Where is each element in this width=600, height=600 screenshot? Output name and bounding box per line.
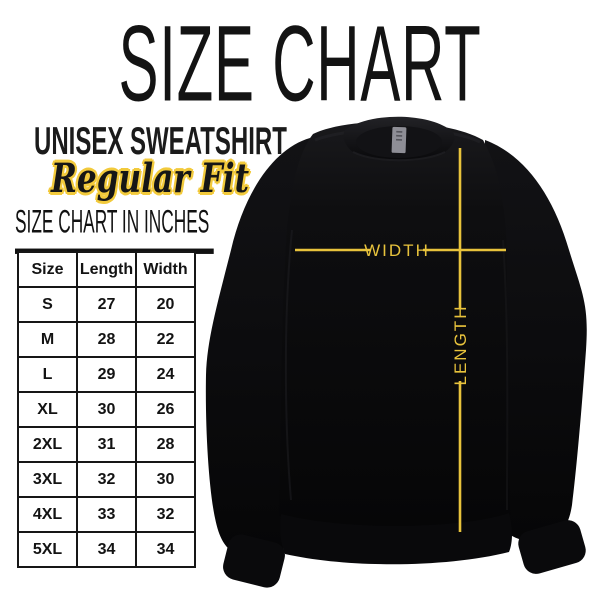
length-cell: 27 — [76, 286, 137, 323]
size-cell: M — [17, 321, 78, 358]
size-row: 4XL 33 32 — [17, 496, 196, 533]
width-label: WIDTH — [364, 241, 430, 260]
size-table: Size Length Width S 27 20 M 28 22 L 29 24 XL 30 26 2XL… — [17, 251, 196, 568]
sweatshirt-body — [279, 121, 511, 528]
length-cell: 30 — [76, 391, 137, 428]
width-cell: 20 — [135, 286, 196, 323]
width-cell: 22 — [135, 321, 196, 358]
collar-seam — [352, 151, 446, 162]
width-cell: 26 — [135, 391, 196, 428]
sweatshirt-left-cuff — [223, 534, 285, 588]
size-row: 3XL 32 30 — [17, 461, 196, 498]
size-cell: L — [17, 356, 78, 393]
size-cell: 5XL — [17, 531, 78, 568]
size-row: L 29 24 — [17, 356, 196, 393]
length-cell: 31 — [76, 426, 137, 463]
collar-brand-tag — [391, 126, 407, 154]
size-cell: 2XL — [17, 426, 78, 463]
sweatshirt-right-cuff — [518, 520, 586, 574]
column-header: Size — [17, 251, 78, 288]
length-cell: 33 — [76, 496, 137, 533]
size-row: 5XL 34 34 — [17, 531, 196, 568]
size-row: XL 30 26 — [17, 391, 196, 428]
sweatshirt-photo: WIDTH LENGTH — [205, 116, 587, 588]
product-fit-label: Regular Fit — [50, 155, 250, 202]
header-row: Size Length Width — [17, 251, 196, 288]
measurement-lines — [295, 148, 506, 532]
column-header: Width — [135, 251, 196, 288]
section-heading-wrap: SIZE CHART IN INCHES — [15, 204, 291, 254]
length-cell: 34 — [76, 531, 137, 568]
size-cell: 4XL — [17, 496, 78, 533]
length-label: LENGTH — [451, 305, 470, 386]
sweatshirt-right-sleeve — [485, 140, 587, 541]
size-cell: S — [17, 286, 78, 323]
sweatshirt-waistband — [280, 513, 512, 565]
fold-highlight — [502, 239, 509, 511]
width-cell: 24 — [135, 356, 196, 393]
length-cell: 29 — [76, 356, 137, 393]
size-row: M 28 22 — [17, 321, 196, 358]
width-cell: 32 — [135, 496, 196, 533]
length-cell: 32 — [76, 461, 137, 498]
length-cell: 28 — [76, 321, 137, 358]
fold-highlight — [284, 229, 293, 501]
column-header: Length — [76, 251, 137, 288]
size-row: 2XL 31 28 — [17, 426, 196, 463]
size-table-header: Size Length Width — [17, 251, 196, 288]
size-table-body: S 27 20 M 28 22 L 29 24 XL 30 26 2XL 31 28 3XL 32 30 4XL 33… — [17, 286, 196, 568]
width-cell: 28 — [135, 426, 196, 463]
size-cell: 3XL — [17, 461, 78, 498]
product-name: UNISEX SWEATSHIRT — [34, 120, 287, 164]
size-cell: XL — [17, 391, 78, 428]
section-heading: SIZE CHART IN INCHES — [15, 204, 214, 254]
size-row: S 27 20 — [17, 286, 196, 323]
width-cell: 30 — [135, 461, 196, 498]
width-cell: 34 — [135, 531, 196, 568]
page-title: SIZE CHART — [118, 3, 482, 124]
